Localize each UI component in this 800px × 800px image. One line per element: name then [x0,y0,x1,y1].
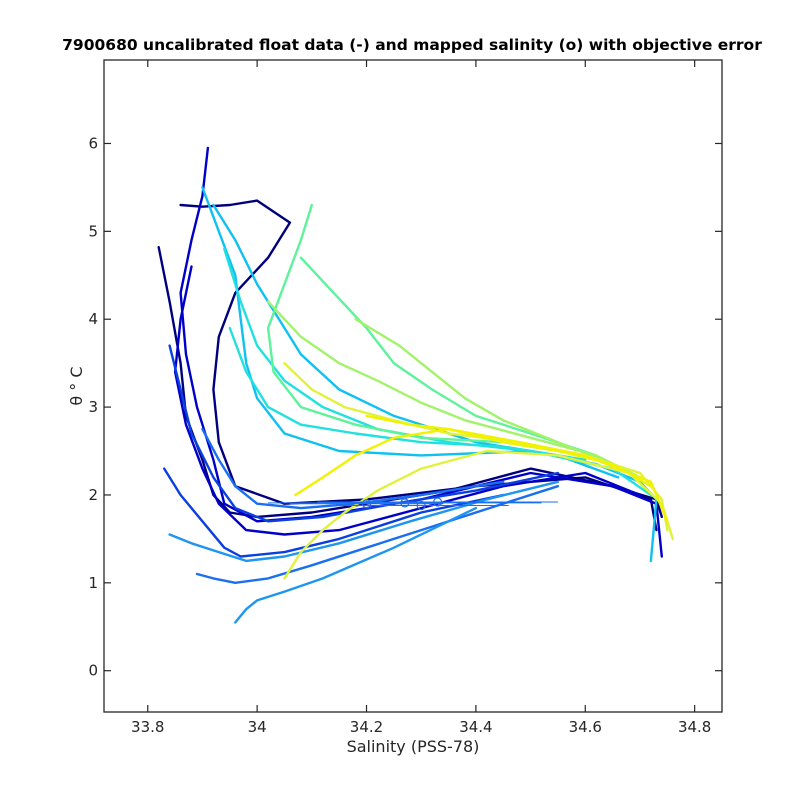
profile-line-10 [234,506,478,624]
profile-line-18 [354,318,614,466]
profile-line-6 [168,344,560,523]
chart-title: 7900680 uncalibrated float data (-) and … [62,36,762,54]
y-tick-label-3: 2 [88,486,98,504]
profile-line-7 [195,485,560,584]
y-tick-label-5: 4 [88,310,98,328]
y-tick-label-2: 1 [88,574,98,592]
x-tick-label-2: 34 [248,718,267,736]
profile-line-16 [299,256,598,457]
x-tick-label-4: 34.4 [459,718,492,736]
y-tick-label-6: 5 [88,222,98,240]
profile-line-22 [365,414,653,488]
mapped-salinity-layer [268,497,558,511]
y-tick-label-4: 3 [88,398,98,416]
mapped-salinity-point-3 [361,499,372,509]
plot-frame [103,59,723,713]
profile-line-14 [228,326,587,461]
x-axis-label: Salinity (PSS-78) [347,737,480,756]
profile-line-20 [283,449,674,580]
x-tick-label-3: 34.2 [350,718,383,736]
profile-line-3 [179,146,663,558]
profile-line-5 [162,467,505,558]
profile-line-8 [201,427,505,510]
profile-line-9 [168,480,560,563]
series-layer [157,146,674,624]
x-tick-label-1: 33.8 [131,718,164,736]
mapped-salinity-point-4 [400,498,410,508]
y-axis-label: θ ° C [67,366,86,405]
mapped-salinity-point-2 [433,497,443,507]
y-tick-label-7: 6 [88,134,98,152]
profile-line-11 [201,186,658,563]
x-tick-label-5: 34.6 [569,718,602,736]
plot-area [104,60,722,712]
x-tick-label-6: 34.8 [678,718,711,736]
y-tick-label-1: 0 [88,662,98,680]
